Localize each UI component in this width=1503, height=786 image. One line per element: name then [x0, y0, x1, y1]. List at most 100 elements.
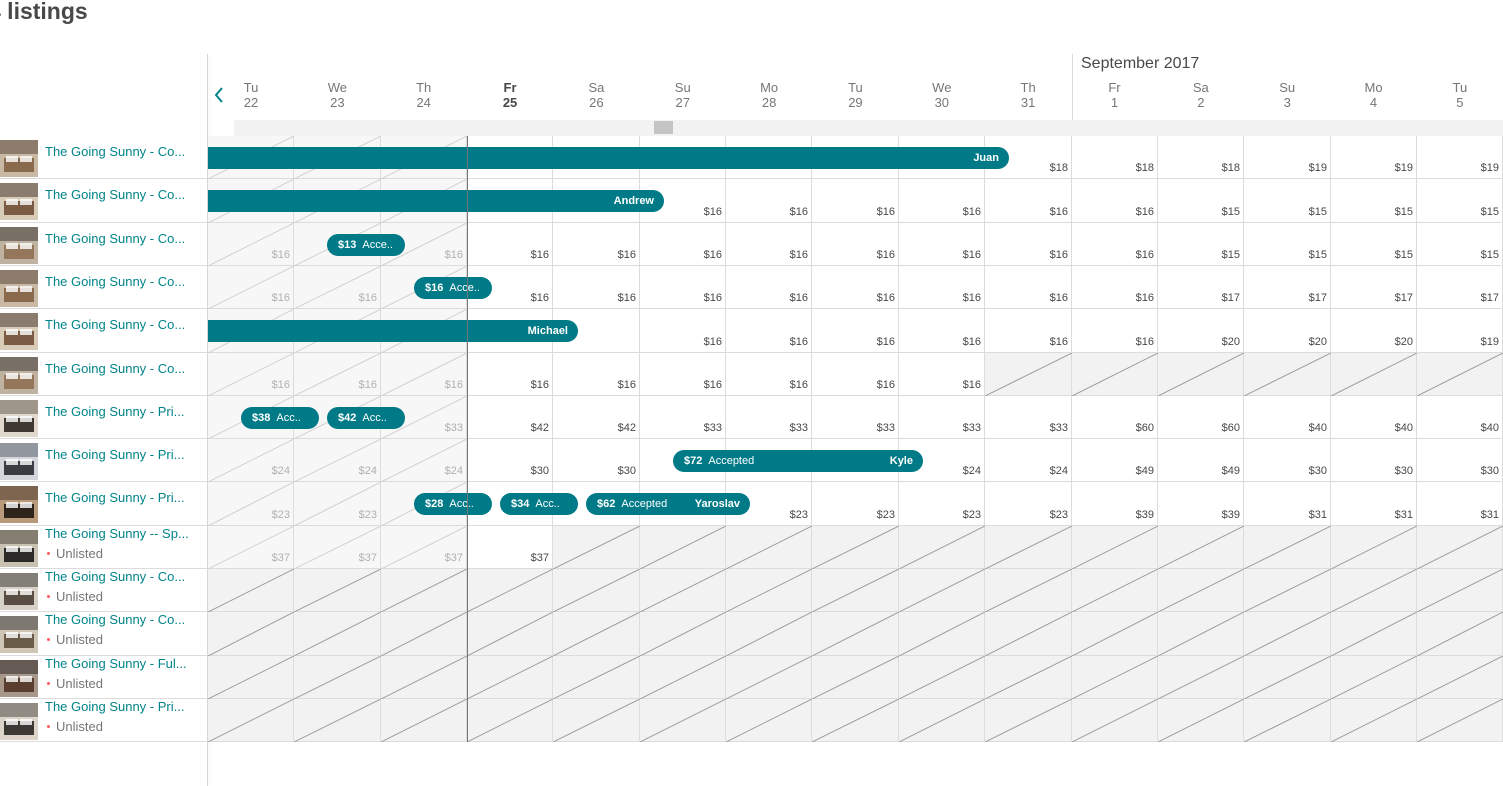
timeline-scrollbar[interactable] — [234, 120, 1503, 136]
calendar-cell-blocked[interactable] — [640, 526, 726, 569]
listing-row[interactable]: The Going Sunny - Co... — [0, 309, 207, 353]
calendar-cell[interactable]: $16 — [985, 223, 1072, 266]
listing-thumbnail[interactable] — [0, 660, 38, 697]
calendar-cell-blocked[interactable] — [899, 569, 985, 612]
calendar-cell-blocked[interactable] — [1158, 569, 1244, 612]
listing-thumbnail[interactable] — [0, 443, 38, 480]
calendar-cell-blocked[interactable] — [1244, 656, 1331, 699]
listing-row[interactable]: The Going Sunny - Pri... — [0, 396, 207, 439]
calendar-cell-blocked[interactable] — [553, 612, 640, 656]
calendar-cell[interactable]: $16 — [812, 223, 899, 266]
calendar-cell-blocked[interactable] — [294, 612, 381, 656]
calendar-cell-blocked[interactable] — [985, 612, 1072, 656]
calendar-cell[interactable]: $30 — [1331, 439, 1417, 482]
calendar-cell[interactable]: $19 — [1417, 309, 1503, 353]
calendar-cell-blocked[interactable] — [467, 699, 553, 742]
calendar-cell[interactable]: $16 — [899, 309, 985, 353]
calendar-cell-blocked[interactable] — [381, 699, 467, 742]
calendar-cell[interactable]: $23 — [294, 482, 381, 526]
calendar-cell-blocked[interactable] — [553, 569, 640, 612]
calendar-cell[interactable]: $15 — [1417, 223, 1503, 266]
calendar-cell[interactable]: $16 — [899, 266, 985, 309]
calendar-cell-blocked[interactable] — [1331, 569, 1417, 612]
listing-name-link[interactable]: The Going Sunny - Co... — [45, 144, 186, 159]
calendar-cell-blocked[interactable] — [1072, 612, 1158, 656]
calendar-cell-blocked[interactable] — [467, 569, 553, 612]
calendar-cell[interactable]: $16 — [208, 353, 294, 396]
listing-thumbnail[interactable] — [0, 616, 38, 653]
calendar-cell-blocked[interactable] — [1158, 656, 1244, 699]
calendar-cell-blocked[interactable] — [726, 656, 812, 699]
listing-name-link[interactable]: The Going Sunny - Co... — [45, 612, 186, 627]
calendar-cell-blocked[interactable] — [985, 569, 1072, 612]
calendar-cell[interactable]: $16 — [812, 353, 899, 396]
calendar-cell[interactable]: $24 — [381, 439, 467, 482]
listing-row[interactable]: The Going Sunny - Co... — [0, 353, 207, 396]
calendar-cell-blocked[interactable] — [1072, 353, 1158, 396]
calendar-cell-blocked[interactable] — [1158, 699, 1244, 742]
calendar-cell-blocked[interactable] — [640, 699, 726, 742]
listing-name-link[interactable]: The Going Sunny - Pri... — [45, 490, 185, 505]
calendar-cell-blocked[interactable] — [1158, 353, 1244, 396]
calendar-cell[interactable]: $60 — [1158, 396, 1244, 439]
listing-thumbnail[interactable] — [0, 183, 38, 220]
calendar-cell[interactable]: $24 — [208, 439, 294, 482]
calendar-cell-blocked[interactable] — [1417, 656, 1503, 699]
calendar-cell-blocked[interactable] — [294, 656, 381, 699]
calendar-cell[interactable]: $16 — [812, 179, 899, 223]
calendar-cell-blocked[interactable] — [1072, 526, 1158, 569]
calendar-cell-blocked[interactable] — [726, 699, 812, 742]
calendar-cell[interactable]: $16 — [1072, 179, 1158, 223]
calendar-cell-blocked[interactable] — [1158, 612, 1244, 656]
calendar-cell[interactable]: $37 — [208, 526, 294, 569]
calendar-cell-blocked[interactable] — [1072, 656, 1158, 699]
calendar-cell[interactable]: $19 — [1417, 136, 1503, 179]
calendar-cell[interactable]: $39 — [1072, 482, 1158, 526]
calendar-cell[interactable]: $30 — [467, 439, 553, 482]
calendar-cell[interactable]: $16 — [812, 266, 899, 309]
listing-row[interactable]: The Going Sunny - Co... — [0, 266, 207, 309]
calendar-cell-blocked[interactable] — [553, 526, 640, 569]
listing-name-link[interactable]: The Going Sunny - Co... — [45, 569, 186, 584]
listing-thumbnail[interactable] — [0, 530, 38, 567]
calendar-cell-blocked[interactable] — [899, 612, 985, 656]
scrollbar-thumb[interactable] — [654, 121, 673, 134]
calendar-cell[interactable]: $23 — [899, 482, 985, 526]
calendar-cell[interactable]: $33 — [726, 396, 812, 439]
listing-name-link[interactable]: The Going Sunny - Pri... — [45, 699, 185, 714]
calendar-cell[interactable]: $16 — [467, 353, 553, 396]
calendar-cell-blocked[interactable] — [985, 656, 1072, 699]
calendar-cell[interactable]: $23 — [726, 482, 812, 526]
reservation-bar[interactable]: $38 Acc.. — [241, 407, 319, 429]
listing-row[interactable]: The Going Sunny - Ful... Unlisted — [0, 656, 207, 699]
calendar-cell-blocked[interactable] — [899, 699, 985, 742]
listing-thumbnail[interactable] — [0, 573, 38, 610]
listing-name-link[interactable]: The Going Sunny - Co... — [45, 317, 186, 332]
calendar-cell[interactable]: $60 — [1072, 396, 1158, 439]
calendar-cell-blocked[interactable] — [899, 526, 985, 569]
calendar-cell[interactable]: $17 — [1331, 266, 1417, 309]
calendar-cell[interactable]: $16 — [640, 266, 726, 309]
calendar-cell-blocked[interactable] — [467, 656, 553, 699]
calendar-cell-blocked[interactable] — [726, 612, 812, 656]
calendar-cell-blocked[interactable] — [1331, 526, 1417, 569]
calendar-cell-blocked[interactable] — [1244, 526, 1331, 569]
calendar-cell[interactable]: $30 — [553, 439, 640, 482]
listing-row[interactable]: The Going Sunny - Pri... — [0, 482, 207, 526]
reservation-bar[interactable]: $42 Acc.. — [327, 407, 405, 429]
calendar-cell-blocked[interactable] — [1417, 526, 1503, 569]
calendar-cell[interactable]: $20 — [1331, 309, 1417, 353]
reservation-bar[interactable]: Michael — [208, 320, 578, 342]
calendar-cell[interactable]: $15 — [1158, 223, 1244, 266]
calendar-cell-blocked[interactable] — [208, 656, 294, 699]
calendar-cell[interactable]: $49 — [1158, 439, 1244, 482]
calendar-cell[interactable]: $16 — [899, 223, 985, 266]
reservation-bar[interactable]: $13 Acce.. — [327, 234, 405, 256]
calendar-cell[interactable]: $16 — [467, 223, 553, 266]
calendar-cell[interactable]: $15 — [1244, 179, 1331, 223]
listing-name-link[interactable]: The Going Sunny -- Sp... — [45, 526, 189, 541]
calendar-cell-blocked[interactable] — [640, 656, 726, 699]
calendar-cell[interactable]: $15 — [1331, 223, 1417, 266]
calendar-cell[interactable]: $17 — [1158, 266, 1244, 309]
calendar-cell[interactable]: $16 — [726, 223, 812, 266]
